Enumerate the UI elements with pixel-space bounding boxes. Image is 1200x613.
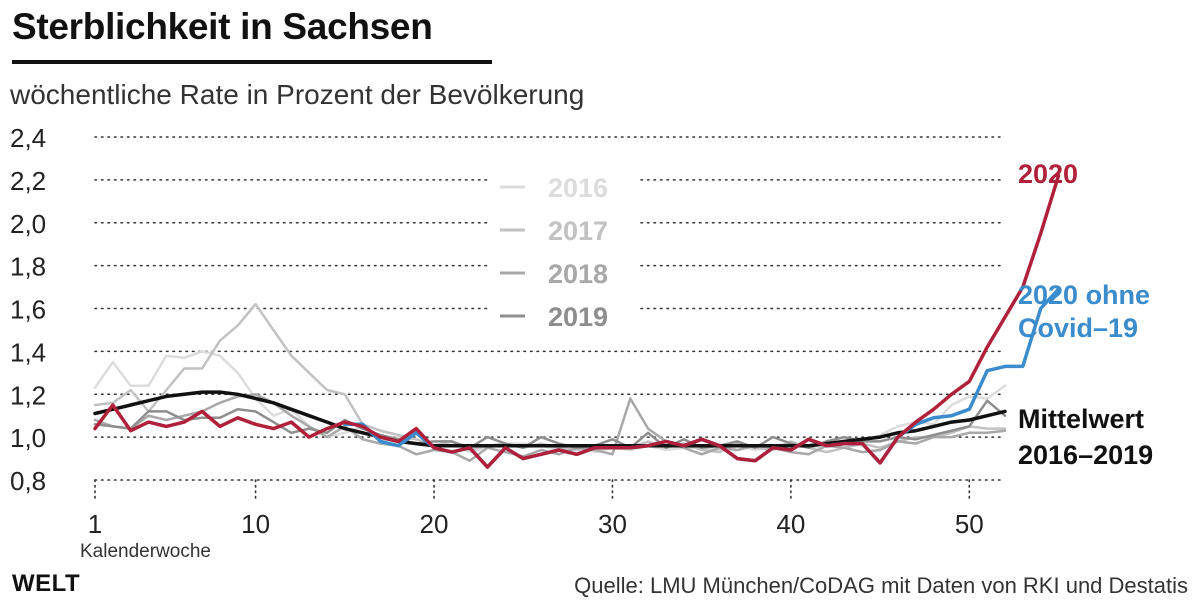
label-2020-ohne: 2020 ohne	[1018, 280, 1150, 310]
legend-label: 2019	[548, 302, 608, 332]
label-2020: 2020	[1018, 159, 1078, 189]
title-underline	[12, 60, 492, 64]
label-mittelwert: Mittelwert	[1018, 404, 1144, 434]
chart-title: Sterblichkeit in Sachsen	[12, 6, 433, 47]
legend-label: 2018	[548, 259, 608, 289]
legend-label: 2017	[548, 216, 608, 246]
y-tick-label: 1,4	[10, 337, 46, 367]
series-line-mittelwert	[93, 390, 1007, 448]
label-covid-19: Covid–19	[1018, 313, 1138, 343]
label-mittelwert-years: 2016–2019	[1018, 440, 1153, 470]
series-line-2019	[93, 399, 1007, 450]
welt-logo: WELT	[12, 570, 81, 597]
x-axis-label: Kalenderwoche	[80, 541, 211, 562]
x-tick-label: 50	[955, 509, 984, 539]
source-note: Quelle: LMU München/CoDAG mit Daten von …	[574, 573, 1188, 598]
legend-background	[490, 165, 640, 335]
series-lines	[93, 173, 1061, 469]
y-tick-label: 2,2	[10, 166, 46, 196]
y-tick-label: 1,6	[10, 295, 46, 325]
y-tick-label: 1,8	[10, 252, 46, 282]
x-tick-label: 30	[598, 509, 627, 539]
y-tick-label: 2,4	[10, 123, 46, 153]
x-tick-label: 10	[241, 509, 270, 539]
x-tick-label: 40	[776, 509, 805, 539]
y-tick-label: 0,8	[10, 466, 46, 496]
chart-subtitle: wöchentliche Rate in Prozent der Bevölke…	[10, 79, 585, 110]
x-tick-label: 1	[88, 509, 102, 539]
legend-label: 2016	[548, 173, 608, 203]
x-tick-label: 20	[420, 509, 449, 539]
y-tick-label: 1,2	[10, 380, 46, 410]
y-axis-ticks: 0,8 1,0 1,2 1,4 1,6 1,8 2,0 2,2 2,4	[10, 123, 46, 496]
y-tick-label: 1,0	[10, 423, 46, 453]
legend: 2016 2017 2018 2019	[490, 165, 640, 335]
x-axis-ticks: 1 10 20 30 40 50 Kalenderwoche	[80, 479, 984, 562]
y-tick-label: 2,0	[10, 209, 46, 239]
series-line-2020	[93, 173, 1061, 469]
